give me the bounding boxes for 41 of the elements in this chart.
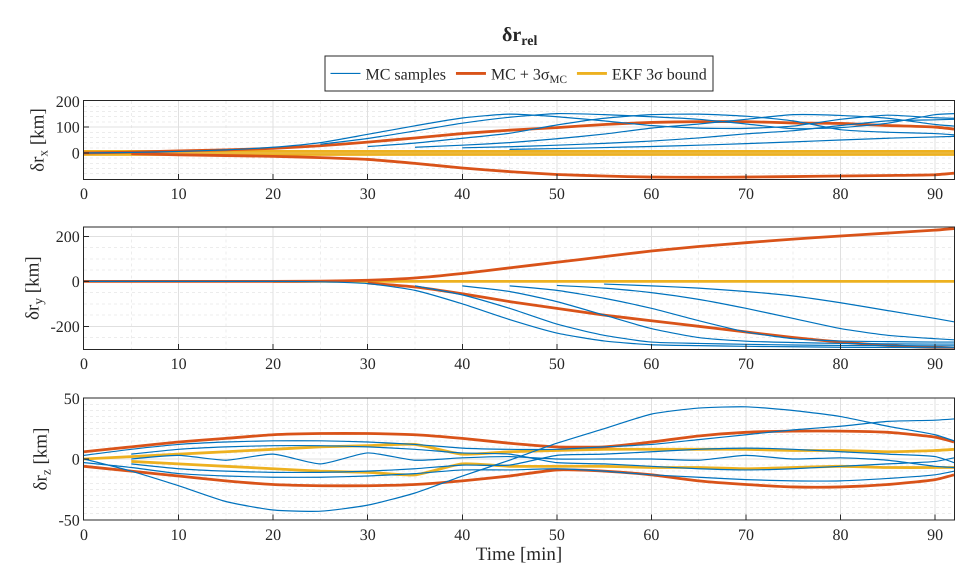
x-tick-label: 50 — [548, 526, 565, 544]
x-tick-label: 90 — [927, 186, 944, 204]
x-tick-label: 10 — [170, 186, 187, 204]
x-tick-label: 20 — [265, 186, 282, 204]
x-axis-title: Time [min] — [476, 544, 562, 565]
x-tick-label: 30 — [360, 186, 376, 204]
legend-label: MC samples — [366, 66, 446, 84]
x-tick-label: 90 — [927, 356, 944, 374]
x-tick-label: 40 — [454, 186, 470, 204]
x-tick-label: 60 — [643, 356, 660, 374]
x-tick-label: 60 — [643, 186, 660, 204]
y-tick-label: 200 — [56, 94, 80, 111]
y-tick-label: 0 — [72, 146, 80, 163]
x-tick-label: 50 — [548, 186, 565, 204]
legend-label: MC + 3σ$_{MC}$ — [490, 66, 567, 86]
x-tick-label: 10 — [170, 356, 187, 374]
y-tick-label: 0 — [72, 274, 80, 291]
x-tick-label: 60 — [643, 526, 660, 544]
chart-title: δr$_{rel}$ — [502, 24, 538, 50]
x-tick-label: 30 — [360, 526, 376, 544]
x-tick-label: 20 — [265, 526, 282, 544]
x-tick-label: 80 — [832, 356, 849, 374]
y-tick-label: -50 — [58, 512, 80, 530]
x-tick-label: 80 — [832, 186, 849, 204]
x-tick-label: 20 — [265, 356, 282, 374]
x-tick-label: 80 — [832, 526, 849, 544]
x-tick-label: 30 — [360, 356, 376, 374]
x-tick-label: 40 — [454, 356, 470, 374]
y-tick-label: 100 — [56, 120, 80, 137]
x-tick-label: 50 — [548, 356, 565, 374]
y-tick-label: 50 — [64, 390, 80, 408]
legend-label: EKF 3σ bound — [612, 66, 707, 84]
x-tick-label: 70 — [738, 186, 754, 204]
x-tick-label: 70 — [738, 526, 754, 544]
x-tick-label: 70 — [738, 356, 754, 374]
y-tick-label: -200 — [50, 318, 80, 336]
y-tick-label: 0 — [72, 452, 80, 469]
x-tick-label: 40 — [454, 526, 470, 544]
y-tick-label: 200 — [56, 229, 80, 246]
x-tick-label: 90 — [927, 526, 944, 544]
x-tick-label: 10 — [170, 526, 187, 544]
